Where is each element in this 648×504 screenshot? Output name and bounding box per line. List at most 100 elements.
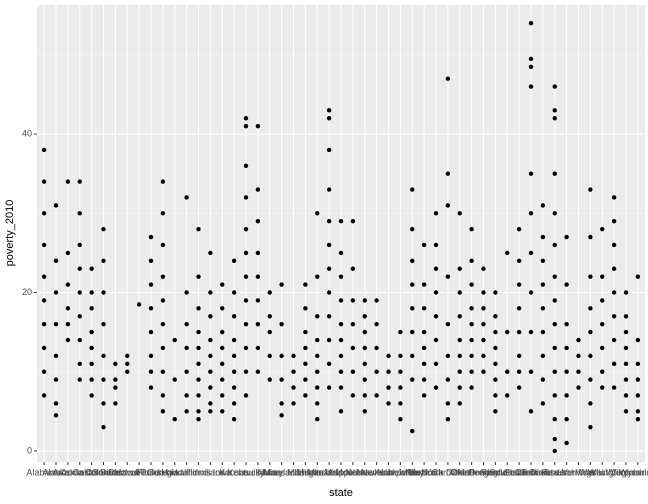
point	[243, 298, 249, 303]
point	[315, 369, 320, 374]
point	[53, 401, 59, 406]
point	[410, 353, 415, 359]
point	[160, 211, 166, 216]
point	[303, 361, 308, 366]
x-tick-label: Washington	[579, 467, 626, 477]
point	[208, 353, 213, 359]
point	[421, 393, 427, 398]
point	[208, 314, 213, 319]
point	[291, 369, 296, 374]
point	[231, 369, 237, 374]
point	[101, 353, 106, 359]
point	[350, 266, 356, 271]
point	[208, 250, 213, 256]
point	[160, 298, 166, 303]
x-tick-label: Missouri	[324, 467, 358, 477]
point	[540, 234, 546, 240]
point	[326, 108, 332, 113]
point	[101, 226, 106, 232]
point	[220, 329, 225, 335]
point	[457, 266, 462, 271]
point	[101, 377, 106, 382]
point	[196, 345, 201, 351]
point	[89, 306, 94, 311]
point	[445, 377, 451, 382]
point	[433, 290, 439, 295]
point	[160, 345, 166, 351]
point	[540, 203, 546, 208]
point	[362, 377, 367, 382]
x-tick-label: Indiana	[196, 467, 226, 477]
point	[172, 417, 177, 422]
x-tick-label: Nevada	[361, 467, 392, 477]
point	[410, 428, 415, 434]
point	[243, 393, 249, 398]
point	[267, 377, 272, 382]
point	[457, 337, 462, 343]
point	[208, 401, 213, 406]
point	[326, 147, 332, 153]
point	[362, 314, 367, 319]
point	[53, 353, 59, 359]
point	[65, 250, 71, 256]
x-tick-label: Michigan	[287, 467, 323, 477]
point	[410, 377, 415, 382]
point	[540, 329, 546, 335]
point	[552, 298, 557, 303]
point	[623, 314, 629, 319]
point	[552, 274, 557, 279]
point	[386, 369, 391, 374]
point	[600, 321, 605, 327]
point	[243, 345, 249, 351]
point	[493, 409, 498, 414]
point	[600, 274, 605, 279]
point	[160, 179, 166, 184]
point	[196, 226, 201, 232]
y-axis-title: poverty_2010	[4, 200, 16, 267]
point	[457, 211, 462, 216]
point	[89, 329, 94, 335]
point	[552, 369, 557, 374]
point	[576, 337, 581, 343]
x-tick-label: South Carolina	[489, 467, 549, 477]
point	[564, 345, 569, 351]
point	[540, 306, 546, 311]
point	[89, 345, 94, 351]
point	[469, 321, 474, 327]
point	[172, 377, 177, 382]
point	[611, 361, 617, 366]
point	[398, 385, 403, 390]
point	[77, 290, 82, 295]
point	[41, 211, 47, 216]
point	[184, 409, 189, 414]
point	[433, 211, 439, 216]
point	[326, 266, 332, 271]
point	[398, 329, 403, 335]
point	[421, 242, 427, 248]
point	[255, 321, 261, 327]
point	[255, 123, 261, 129]
point	[505, 250, 510, 256]
point	[635, 337, 641, 343]
point	[611, 266, 617, 271]
point	[53, 203, 59, 208]
point	[113, 361, 118, 366]
point	[635, 393, 641, 398]
point	[148, 329, 154, 335]
point	[41, 147, 47, 153]
point	[362, 361, 367, 366]
x-tick-label: New York	[405, 467, 444, 477]
point	[243, 250, 249, 256]
x-tick-label: Delaware	[108, 467, 146, 477]
point	[445, 417, 451, 422]
point	[77, 242, 82, 248]
point	[101, 401, 106, 406]
x-tick-label: Wyoming	[619, 467, 648, 477]
point	[338, 353, 344, 359]
point	[528, 64, 534, 69]
point	[208, 369, 213, 374]
point	[53, 413, 59, 418]
x-tick-label: Illinois	[186, 467, 212, 477]
point	[41, 345, 47, 351]
point	[410, 329, 415, 335]
